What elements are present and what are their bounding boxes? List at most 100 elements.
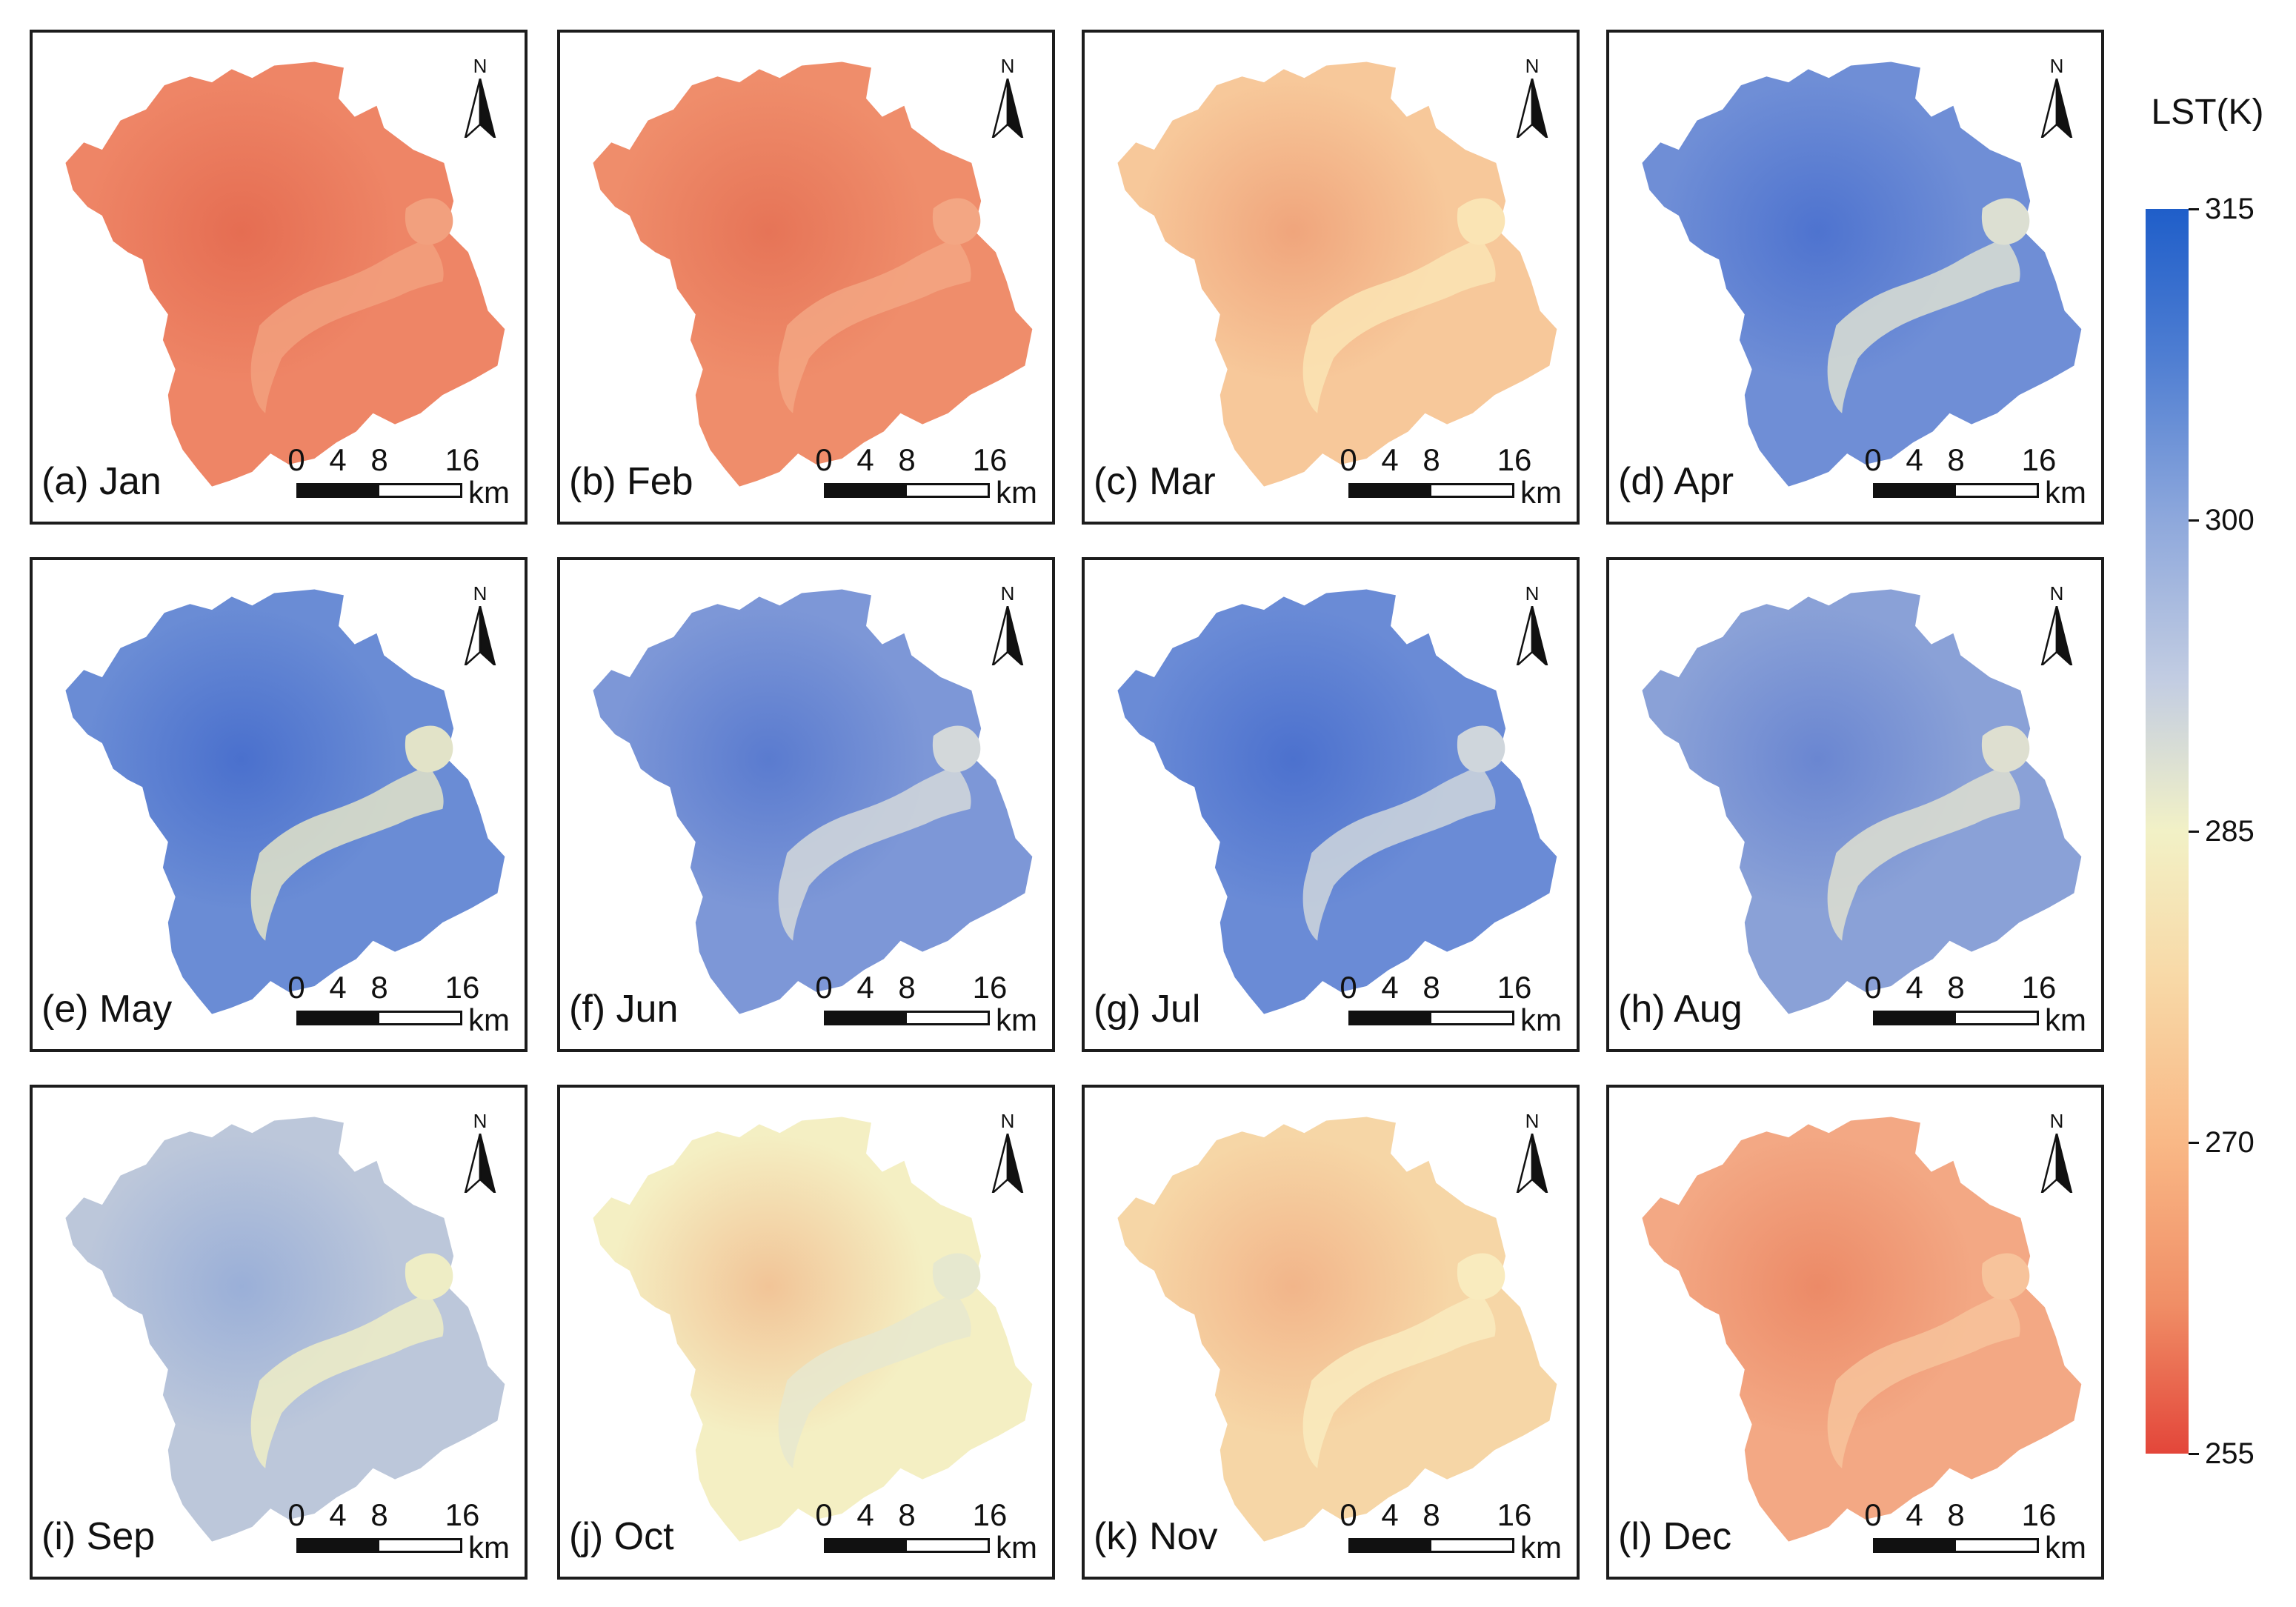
panel-label: (g) Jul: [1094, 988, 1201, 1031]
study-area-region: [1117, 61, 1557, 487]
north-arrow: N: [985, 584, 1030, 673]
north-arrow-icon: [991, 1134, 1024, 1193]
study-area-region: [1117, 589, 1557, 1014]
scale-unit: km: [1520, 475, 1562, 510]
map-panel: N (h) Aug 0 4 8 16 km: [1606, 557, 2104, 1052]
scale-bar: 0 4 8 16 km: [1340, 970, 1571, 1039]
scale-tick-label: 16: [445, 970, 480, 1005]
reservoir: [1457, 1253, 1505, 1300]
reservoir: [932, 1253, 981, 1300]
river-valley: [1302, 1292, 1496, 1468]
lst-map: [1642, 589, 2082, 1014]
river-valley: [778, 237, 971, 413]
study-area-region: [1642, 1117, 2082, 1542]
scale-bar-graphic: [1348, 483, 1514, 498]
reservoir: [405, 198, 453, 245]
scale-tick-label: 8: [1422, 1497, 1440, 1532]
panel-label: (f) Jun: [569, 988, 679, 1031]
north-arrow-icon: [2040, 606, 2073, 665]
lst-map: [593, 61, 1033, 487]
scale-unit: km: [468, 475, 510, 510]
lst-map: [65, 61, 505, 487]
scale-tick-label: 8: [898, 1497, 916, 1532]
north-letter: N: [1525, 55, 1540, 77]
scale-tick-label: 4: [329, 442, 347, 477]
north-arrow-icon: [1516, 79, 1548, 138]
map-panel: N (c) Mar 0 4 8 16 km: [1082, 30, 1580, 525]
scale-tick-label: 4: [1906, 1497, 1923, 1532]
north-letter: N: [2049, 1110, 2064, 1132]
scale-bar-graphic: [296, 1538, 462, 1553]
panel-label: (b) Feb: [569, 460, 693, 503]
scale-tick-label: 8: [898, 970, 916, 1005]
scale-unit: km: [996, 1002, 1037, 1037]
north-arrow-icon: [1516, 1134, 1548, 1193]
north-arrow-icon: [2040, 79, 2073, 138]
lst-map: [1642, 1117, 2082, 1542]
study-area-region: [1642, 589, 2082, 1014]
lst-map: [65, 1117, 505, 1542]
north-arrow-icon: [464, 79, 496, 138]
study-area-region: [1642, 61, 2082, 487]
scale-bar: 0 4 8 16 km: [1864, 1497, 2095, 1566]
scale-tick-label: 4: [1381, 1497, 1399, 1532]
north-arrow-icon: [464, 606, 496, 665]
north-letter: N: [1000, 55, 1015, 77]
legend-tick-label: 315: [2205, 193, 2255, 225]
scale-bar-segment: [299, 1540, 379, 1551]
scale-tick-label: 0: [1340, 1497, 1357, 1532]
map-panel: N (l) Dec 0 4 8 16 km: [1606, 1085, 2104, 1580]
scale-bar-graphic: [1873, 1538, 2039, 1553]
legend-title: LST(K): [2151, 93, 2264, 132]
scale-unit: km: [1520, 1530, 1562, 1565]
scale-tick-label: 16: [1497, 970, 1532, 1005]
scale-tick-label: 16: [2021, 970, 2057, 1005]
study-area-region: [65, 1117, 505, 1542]
lst-map: [593, 589, 1033, 1014]
scale-bar-graphic: [1348, 1011, 1514, 1025]
panel-label: (l) Dec: [1618, 1515, 1732, 1558]
legend-tick: [2189, 208, 2199, 210]
scale-tick-label: 8: [1947, 442, 1965, 477]
scale-tick-label: 16: [1497, 442, 1532, 477]
scale-unit: km: [2045, 475, 2086, 510]
lst-map: [1117, 589, 1557, 1014]
north-letter: N: [2049, 55, 2064, 77]
study-area-region: [593, 589, 1033, 1014]
map-panel: N (i) Sep 0 4 8 16 km: [30, 1085, 528, 1580]
scale-unit: km: [468, 1002, 510, 1037]
legend-tick: [2189, 831, 2199, 833]
lst-map: [1117, 1117, 1557, 1542]
scale-bar-graphic: [1873, 1011, 2039, 1025]
scale-bar-segment: [1351, 1540, 1431, 1551]
scale-tick-label: 0: [287, 442, 305, 477]
north-arrow: N: [1510, 56, 1554, 145]
scale-tick-label: 0: [287, 1497, 305, 1532]
map-panel: N (k) Nov 0 4 8 16 km: [1082, 1085, 1580, 1580]
scale-tick-label: 4: [1381, 970, 1399, 1005]
scale-tick-label: 0: [1340, 442, 1357, 477]
study-area-region: [593, 1117, 1033, 1542]
panel-label: (d) Apr: [1618, 460, 1734, 503]
legend-colorbar: [2146, 209, 2189, 1454]
reservoir: [1981, 725, 2030, 773]
scale-tick-label: 4: [856, 970, 874, 1005]
reservoir: [1457, 725, 1505, 773]
scale-bar: 0 4 8 16 km: [1340, 1497, 1571, 1566]
north-arrow: N: [985, 1111, 1030, 1200]
north-arrow: N: [2034, 56, 2079, 145]
north-arrow-icon: [991, 606, 1024, 665]
scale-tick-label: 8: [1422, 970, 1440, 1005]
panel-label: (e) May: [41, 988, 173, 1031]
north-arrow: N: [1510, 1111, 1554, 1200]
scale-bar-graphic: [1348, 1538, 1514, 1553]
reservoir: [1981, 198, 2030, 245]
scale-bar-segment: [826, 485, 907, 496]
scale-bar-segment: [1875, 1013, 1956, 1023]
scale-bar-graphic: [824, 483, 990, 498]
scale-tick-label: 8: [1947, 970, 1965, 1005]
panel-label: (j) Oct: [569, 1515, 674, 1558]
scale-tick-label: 0: [1864, 970, 1882, 1005]
scale-tick-label: 4: [856, 442, 874, 477]
reservoir: [405, 1253, 453, 1300]
